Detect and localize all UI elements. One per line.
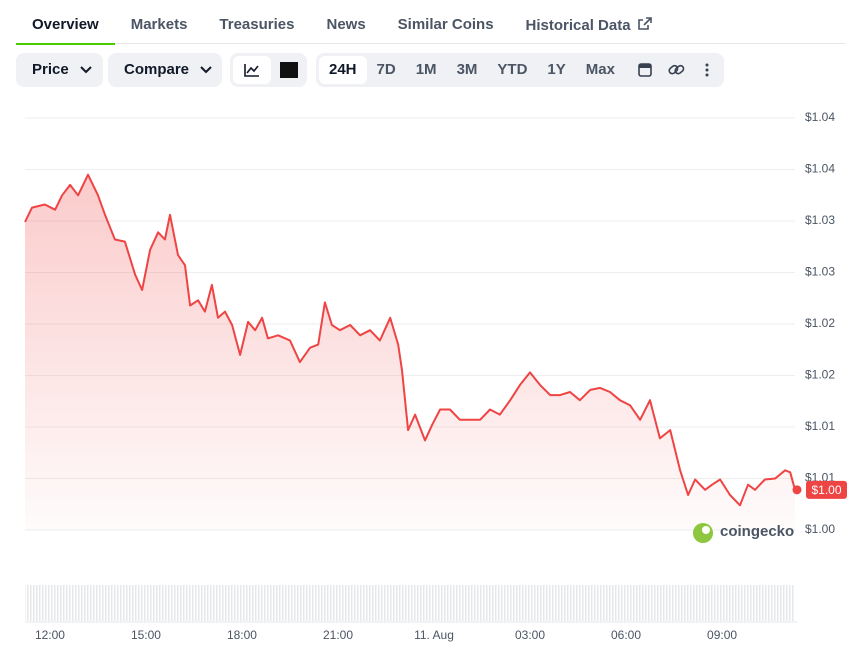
tab-label: News — [326, 16, 366, 33]
tab[interactable]: Treasuries — [203, 0, 310, 43]
y-tick-label: $1.04 — [805, 110, 835, 124]
range-button[interactable]: YTD — [497, 61, 528, 78]
line-icon — [244, 64, 259, 77]
price-dropdown[interactable]: Price — [16, 53, 103, 87]
x-tick-label: 21:00 — [323, 628, 353, 642]
more-icon[interactable] — [705, 63, 709, 77]
y-tick-label: $1.03 — [805, 265, 835, 279]
price-label: Price — [32, 61, 69, 78]
tab-bar: Overview Markets Treasuries News Similar Coi… — [16, 0, 846, 45]
tab[interactable]: Historical Data — [510, 0, 669, 43]
tab-label: Overview — [32, 16, 99, 33]
x-tick-label: 09:00 — [707, 628, 737, 642]
x-tick-label: 18:00 — [227, 628, 257, 642]
x-tick-label: 15:00 — [131, 628, 161, 642]
range-button[interactable]: 3M — [456, 61, 478, 78]
compare-dropdown[interactable]: Compare — [108, 53, 222, 87]
y-tick-label: $1.02 — [805, 316, 835, 330]
tab-label: Similar Coins — [397, 16, 494, 33]
tab-label: Markets — [130, 16, 188, 33]
y-tick-label: $1.02 — [805, 368, 835, 382]
tab-label: Historical Data — [525, 17, 631, 34]
compare-label: Compare — [124, 61, 190, 78]
range-group: 24H 7D 1M 3M YTD 1Y Max — [316, 53, 724, 87]
x-tick-label: 12:00 — [35, 628, 65, 642]
link-icon[interactable] — [668, 64, 685, 75]
range-button[interactable]: 24H — [319, 56, 367, 84]
price-tag-label: $1.00 — [811, 483, 841, 497]
range-button[interactable]: 7D — [376, 61, 396, 78]
y-tick-label: $1.04 — [805, 162, 835, 176]
x-tick-label: 06:00 — [611, 628, 641, 642]
price-line — [24, 173, 796, 507]
x-tick-label: 11. Aug — [414, 628, 454, 642]
tradingview-button[interactable] — [280, 62, 298, 78]
volume-bars — [25, 585, 795, 621]
last-point — [792, 485, 802, 495]
range-button[interactable]: 1M — [415, 61, 437, 78]
range-button[interactable]: 1Y — [547, 61, 566, 78]
watermark: coingecko — [693, 523, 794, 543]
price-area — [25, 174, 795, 530]
external-icon — [637, 17, 652, 30]
chart-type-group — [230, 53, 307, 87]
watermark-text: coingecko — [720, 523, 794, 540]
tab[interactable]: Overview — [16, 0, 115, 45]
y-tick-label: $1.03 — [805, 213, 835, 227]
line-chart-button[interactable] — [233, 56, 271, 84]
chevron — [200, 66, 212, 74]
toolbar-icons — [638, 63, 709, 77]
calendar-icon[interactable] — [638, 63, 652, 77]
x-tick-label: 03:00 — [515, 628, 545, 642]
price-tag — [806, 480, 847, 499]
tab-label: Treasuries — [219, 16, 295, 33]
chevron — [79, 66, 92, 74]
range-button[interactable]: Max — [585, 61, 615, 78]
y-tick-label: $1.01 — [805, 419, 835, 433]
tab[interactable]: News — [310, 0, 381, 43]
tab[interactable]: Similar Coins — [382, 0, 510, 43]
y-tick-label: $1.00 — [805, 522, 835, 536]
tab[interactable]: Markets — [115, 0, 204, 43]
